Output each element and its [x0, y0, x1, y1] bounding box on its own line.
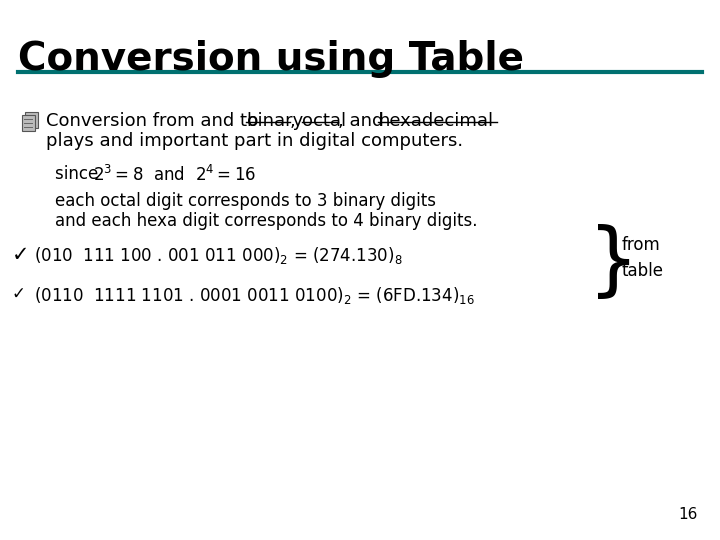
Text: $2^3 = 8$  and  $2^4 = 16$: $2^3 = 8$ and $2^4 = 16$ — [93, 165, 256, 185]
Text: ✓: ✓ — [12, 285, 26, 303]
Text: since: since — [55, 165, 104, 183]
Text: ,: , — [290, 112, 302, 130]
Text: Conversion from and to: Conversion from and to — [46, 112, 264, 130]
Text: binary: binary — [246, 112, 303, 130]
Text: ✓: ✓ — [12, 245, 30, 265]
Text: from
table: from table — [622, 236, 664, 280]
FancyBboxPatch shape — [25, 112, 38, 128]
Text: and each hexa digit corresponds to 4 binary digits.: and each hexa digit corresponds to 4 bin… — [55, 212, 477, 230]
Text: , and: , and — [338, 112, 389, 130]
Text: (0110  1111 1101 . 0001 0011 0100)$_2$ = (6FD.134)$_{16}$: (0110 1111 1101 . 0001 0011 0100)$_2$ = … — [34, 285, 474, 306]
Text: }: } — [588, 224, 639, 302]
Text: octal: octal — [302, 112, 346, 130]
Text: each octal digit corresponds to 3 binary digits: each octal digit corresponds to 3 binary… — [55, 192, 436, 210]
FancyBboxPatch shape — [22, 115, 35, 131]
Text: plays and important part in digital computers.: plays and important part in digital comp… — [46, 132, 463, 150]
Text: 16: 16 — [678, 507, 698, 522]
Text: hexadecimal: hexadecimal — [378, 112, 493, 130]
Text: Conversion using Table: Conversion using Table — [18, 40, 524, 78]
Text: (010  111 100 . 001 011 000)$_2$ = (274.130)$_8$: (010 111 100 . 001 011 000)$_2$ = (274.1… — [34, 245, 402, 266]
